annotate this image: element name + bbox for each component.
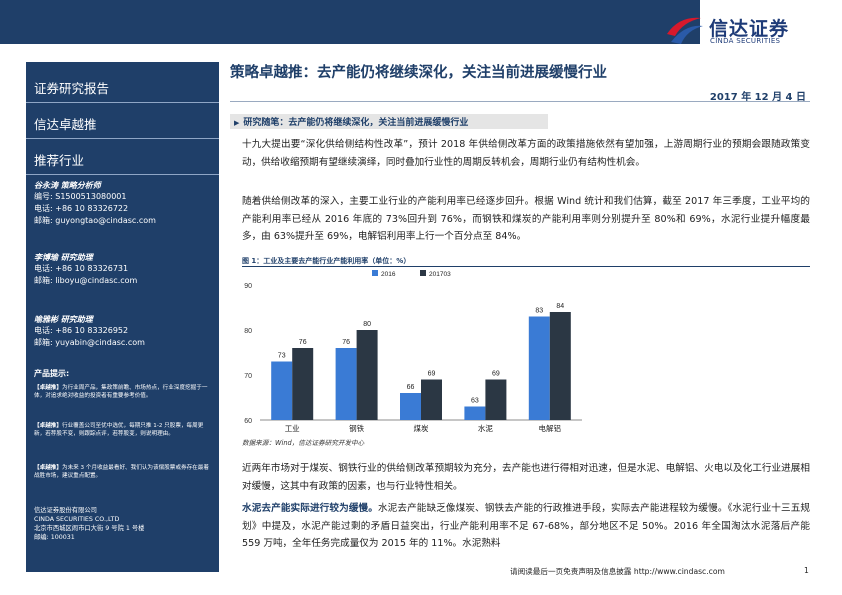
legend-label: 201703 (429, 271, 451, 278)
x-tick-label: 工业 (285, 423, 300, 433)
tip-item: 【卓越推】为行业周产品，集政策前瞻、市场热点，行业深度挖掘于一体，对追求绝对收益… (34, 384, 212, 400)
title-rule (230, 101, 810, 102)
figure-caption: 图 1：工业及主要去产能行业产能利用率（单位：%） (242, 257, 411, 265)
report-date: 2017 年 12 月 4 日 (709, 92, 806, 103)
data-label: 76 (299, 339, 307, 346)
bar-2016-4 (528, 316, 550, 420)
paragraph-4-text: 水泥去产能缺乏像煤炭、钢铁去产能的行政推进手段，实际去产能进程较为缓慢。《水泥行… (242, 503, 811, 549)
tip-item: 【卓越推】为未来 3 个月收益最看好、我们认为该偿股票或券存在最着战胜市场，建议… (34, 464, 212, 480)
series-name: 信达卓越推 (34, 117, 97, 132)
x-tick-label: 水泥 (478, 423, 493, 433)
analyst-3: 喻雅彬 研究助理 电话: +86 10 83326952 邮箱: yuyabin… (34, 314, 145, 349)
bar-201703-2 (421, 379, 442, 420)
y-tick-label: 80 (244, 328, 252, 335)
section-name: 推荐行业 (34, 153, 85, 168)
sidebar-divider (26, 138, 219, 139)
subheading-text: 研究随笔：去产能仍将继续深化，关注当前进展缓慢行业 (243, 118, 469, 128)
data-label: 84 (556, 303, 564, 310)
data-label: 69 (492, 371, 500, 378)
sidebar-divider (26, 174, 219, 175)
report-title: 策略卓越推：去产能仍将继续深化，关注当前进展缓慢行业 (230, 65, 607, 81)
company-postcode: 邮编: 100031 (34, 534, 75, 541)
tips-title: 产品提示: (34, 369, 70, 378)
paragraph-3: 近两年市场对于煤炭、钢铁行业的供给侧改革预期较为充分，去产能也进行得相对迅速，但… (242, 463, 810, 492)
analyst-2: 李博瑜 研究助理 电话: +86 10 83326731 邮箱: liboyu@… (34, 252, 137, 287)
data-label: 69 (428, 371, 436, 378)
triangle-bullet-icon: ▶ (234, 119, 240, 127)
cinda-logo-mark-icon (667, 17, 703, 44)
tip-text: 行业覆盖公司至优中选优，每期只推 1-2 只股票，每周更新，若荐股不变，则跟踪点… (34, 423, 204, 437)
paragraph-2: 随着供给侧改革的深入，主要工业行业的产能利用率已经逐步回升。根据 Wind 统计… (242, 196, 810, 242)
analyst-email[interactable]: 邮箱: liboyu@cindasc.com (34, 276, 138, 285)
figure-source: 数据来源：Wind，信达证券研究开发中心 (242, 439, 365, 447)
y-tick-label: 90 (244, 283, 252, 290)
data-label: 76 (342, 339, 350, 346)
legend-label: 2016 (381, 271, 396, 278)
cinda-logo: 信达证券 CINDA SECURITIES (665, 12, 835, 48)
analyst-email[interactable]: 邮箱: yuyabin@cindasc.com (34, 338, 145, 347)
bar-2016-2 (400, 393, 421, 420)
tip-text: 为未来 3 个月收益最看好、我们认为该偿股票或券存在最着战胜市场，建议重点配置。 (34, 465, 209, 479)
analyst-1: 谷永涛 策略分析师 编号: S1500513080001 电话: +86 10 … (34, 180, 156, 227)
y-tick-label: 60 (244, 418, 252, 425)
analyst-phone: 电话: +86 10 83326722 (34, 204, 129, 213)
bar-2016-0 (271, 361, 293, 420)
bar-201703-4 (549, 312, 571, 420)
legend-swatch-201703 (420, 270, 426, 276)
sidebar-divider (26, 102, 219, 103)
paragraph-1: 十九大提出要“深化供给侧结构性改革”，预计 2018 年供给侧改革方面的政策措施… (242, 139, 810, 168)
paragraph-4-lead: 水泥去产能实际进行较为缓慢。 (242, 503, 378, 514)
header-band (0, 0, 700, 44)
x-tick-label: 钢铁 (349, 423, 364, 433)
bar-201703-1 (356, 330, 378, 420)
tip-tag: 【卓越推】 (34, 385, 62, 391)
logo-text-en: CINDA SECURITIES (710, 37, 781, 45)
logo-text-cn: 信达证券 (709, 18, 790, 40)
company-address: 北京市西城区闹市口大街 9 号院 1 号楼 (34, 525, 145, 532)
footer-disclaimer[interactable]: 请阅读最后一页免责声明及信息披露 http://www.cindasc.com (510, 567, 725, 576)
capacity-utilization-chart: 60 70 80 90 73 76 工业 76 80 钢铁 66 69 煤炭 63 69 水泥 83 84 电解铝 2… (242, 267, 810, 435)
chart-svg: 60 70 80 90 73 76 工业 76 80 钢铁 66 69 煤炭 63 69 水泥 83 84 电解铝 2… (244, 270, 582, 433)
tip-tag: 【卓越推】 (34, 465, 62, 471)
page-number: 1 (804, 566, 809, 575)
data-label: 73 (278, 353, 286, 360)
analyst-name: 喻雅彬 研究助理 (34, 314, 93, 324)
company-info: 信达证券股份有限公司 CINDA SECURITIES CO.,LTD 北京市西… (34, 506, 144, 542)
company-name-cn: 信达证券股份有限公司 (34, 507, 97, 514)
tip-text: 为行业周产品，集政策前瞻、市场热点，行业深度挖掘于一体，对追求绝对收益的投资者有… (34, 385, 208, 399)
legend-swatch-2016 (372, 270, 378, 276)
tip-item: 【卓越推】行业覆盖公司至优中选优，每期只推 1-2 只股票，每周更新，若荐股不变… (34, 422, 212, 438)
analyst-id: 编号: S1500513080001 (34, 192, 127, 201)
bar-2016-3 (464, 406, 486, 420)
analyst-name: 谷永涛 策略分析师 (34, 180, 101, 190)
analyst-phone: 电话: +86 10 83326731 (34, 264, 129, 273)
section-subheading: ▶ 研究随笔：去产能仍将继续深化，关注当前进展缓慢行业 (230, 114, 548, 129)
tip-tag: 【卓越推】 (34, 423, 62, 429)
data-label: 80 (363, 321, 371, 328)
figure-rule (242, 266, 810, 267)
sidebar: 证券研究报告 信达卓越推 推荐行业 谷永涛 策略分析师 编号: S1500513… (26, 62, 219, 572)
analyst-email[interactable]: 邮箱: guyongtao@cindasc.com (34, 216, 156, 225)
bar-201703-3 (485, 379, 507, 420)
data-label: 66 (407, 384, 415, 391)
bar-2016-1 (335, 348, 357, 420)
x-tick-label: 电解铝 (539, 423, 562, 433)
y-tick-label: 70 (244, 373, 252, 380)
paragraph-4: 水泥去产能实际进行较为缓慢。水泥去产能缺乏像煤炭、钢铁去产能的行政推进手段，实际… (242, 500, 810, 553)
data-label: 83 (535, 308, 543, 315)
data-label: 63 (471, 398, 479, 405)
analyst-phone: 电话: +86 10 83326952 (34, 326, 129, 335)
report-type: 证券研究报告 (34, 81, 110, 96)
x-tick-label: 煤炭 (414, 423, 429, 433)
analyst-name: 李博瑜 研究助理 (34, 252, 93, 262)
company-name-en: CINDA SECURITIES CO.,LTD (34, 516, 120, 523)
bar-201703-0 (292, 348, 314, 420)
